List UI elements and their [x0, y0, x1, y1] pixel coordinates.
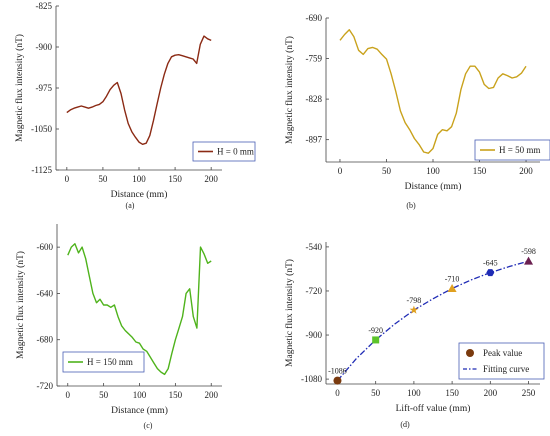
data-label: -1086 — [328, 367, 347, 376]
y-axis-label: Magnetic flux intensity (nT) — [284, 259, 295, 367]
x-tick-label: 100 — [426, 166, 440, 176]
x-tick-label: 100 — [132, 174, 146, 184]
x-axis-label: Distance (mm) — [111, 405, 168, 416]
chart-panel-a: 0 50 100 150 200 -825 -900 -975 -1050 -1125 Distan… — [14, 1, 256, 210]
x-tick-label: 0 — [66, 390, 71, 400]
legend-box — [474, 139, 550, 161]
x-tick-label: 150 — [473, 166, 487, 176]
y-tick-label: -540 — [306, 242, 323, 252]
y-tick-label: -975 — [36, 83, 53, 93]
series-line-a — [66, 35, 212, 145]
legend-label: H = 50 mm — [499, 145, 540, 155]
x-tick-label: 150 — [168, 174, 182, 184]
data-label: -598 — [521, 247, 536, 256]
y-tick-label: -759 — [306, 54, 323, 64]
x-tick-label: 0 — [338, 166, 343, 176]
x-tick-label: 50 — [99, 390, 109, 400]
data-label: -710 — [445, 275, 460, 284]
x-tick-label: 100 — [133, 390, 147, 400]
panel-sublabel: (a) — [126, 201, 135, 210]
panel-sublabel: (c) — [144, 421, 153, 430]
y-tick-label: -897 — [306, 135, 323, 145]
x-tick-label: 50 — [382, 166, 392, 176]
y-tick-label: -720 — [37, 381, 54, 391]
y-tick-label: -900 — [306, 330, 323, 340]
y-tick-label: -1050 — [31, 124, 52, 134]
y-axis-label: Magnetic flux intensity (nT) — [284, 36, 295, 144]
y-tick-label: -1125 — [31, 165, 52, 175]
peak-point — [524, 256, 534, 265]
x-tick-label: 50 — [371, 388, 381, 398]
x-tick-label: 50 — [98, 174, 108, 184]
x-tick-label: 0 — [65, 174, 70, 184]
y-tick-label: -900 — [36, 42, 53, 52]
x-tick-label: 0 — [335, 388, 340, 398]
peak-point — [372, 336, 380, 344]
legend-label: H = 150 mm — [87, 357, 133, 367]
y-axis-label: Magnetic flux intensity (nT) — [14, 34, 25, 142]
x-axis-label: Distance (mm) — [405, 181, 462, 192]
x-tick-label: 250 — [522, 388, 536, 398]
legend-label: Peak value — [483, 348, 522, 358]
y-axis-label: Magnetic flux intensity (nT) — [15, 251, 26, 359]
peak-point — [447, 284, 457, 293]
x-tick-label: 200 — [204, 174, 218, 184]
peak-point — [409, 305, 419, 314]
legend-label: H = 0 mm — [217, 147, 254, 157]
fitting-curve — [337, 260, 529, 382]
x-tick-label: 200 — [204, 390, 218, 400]
x-tick-label: 200 — [484, 388, 498, 398]
legend-swatch-peak — [466, 349, 474, 357]
x-axis-label: Lift-off value (mm) — [396, 403, 471, 414]
y-tick-label: -640 — [37, 288, 54, 298]
data-label: -645 — [483, 259, 498, 268]
y-tick-label: -720 — [306, 286, 323, 296]
y-tick-label: -1080 — [301, 374, 322, 384]
chart-panel-b: 0 50 100 150 200 -690 -759 -828 -897 Distance (mm… — [284, 13, 550, 210]
peak-point — [333, 376, 342, 385]
y-tick-label: -600 — [37, 242, 54, 252]
y-tick-label: -680 — [37, 335, 54, 345]
x-tick-label: 200 — [519, 166, 533, 176]
chart-panel-d: 0 50 100 150 200 250 -540 -720 -900 -1080 Lift-off… — [284, 242, 545, 429]
panel-sublabel: (d) — [400, 420, 410, 429]
y-tick-label: -828 — [306, 94, 323, 104]
legend-box — [62, 351, 145, 373]
peak-point — [486, 269, 495, 277]
x-tick-label: 150 — [169, 390, 183, 400]
chart-panel-c: 0 50 100 150 200 -600 -640 -680 -720 Distance (mm… — [15, 224, 222, 430]
data-label: -920 — [368, 326, 383, 335]
panel-sublabel: (b) — [406, 201, 416, 210]
series-line-c — [67, 243, 212, 376]
legend-box — [192, 141, 256, 162]
x-tick-label: 150 — [445, 388, 459, 398]
y-tick-label: -825 — [36, 1, 53, 11]
x-tick-label: 100 — [407, 388, 421, 398]
x-axis-label: Distance (mm) — [111, 189, 168, 200]
data-label: -798 — [407, 296, 422, 305]
series-line-b — [339, 29, 527, 154]
legend-label: Fitting curve — [483, 364, 529, 374]
legend-box — [458, 342, 545, 380]
y-tick-label: -690 — [306, 13, 323, 23]
